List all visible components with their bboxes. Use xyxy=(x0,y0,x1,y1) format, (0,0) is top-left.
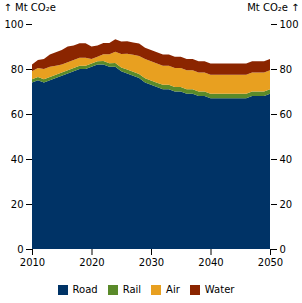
html-text:Air: Air xyxy=(166,284,180,295)
svg-text:2020: 2020 xyxy=(79,257,104,268)
html-text:Rail: Rail xyxy=(122,284,142,295)
svg-text:40: 40 xyxy=(280,154,293,165)
svg-text:Mt CO₂e ↑: Mt CO₂e ↑ xyxy=(247,2,299,13)
svg-text:20: 20 xyxy=(280,199,293,210)
svg-text:2030: 2030 xyxy=(139,257,164,268)
svg-text:100: 100 xyxy=(4,19,23,30)
svg-text:100: 100 xyxy=(280,19,299,30)
svg-text:0: 0 xyxy=(17,244,23,255)
svg-text:40: 40 xyxy=(11,154,24,165)
svg-text:80: 80 xyxy=(11,64,24,75)
svg-text:2040: 2040 xyxy=(198,257,223,268)
svg-text:2050: 2050 xyxy=(258,257,283,268)
svg-text:80: 80 xyxy=(280,64,293,75)
svg-text:60: 60 xyxy=(280,109,293,120)
svg-text:↑ Mt CO₂e: ↑ Mt CO₂e xyxy=(4,2,56,13)
html-text:Water: Water xyxy=(204,284,235,295)
svg-text:0: 0 xyxy=(280,244,286,255)
svg-text:60: 60 xyxy=(11,109,24,120)
html-text:Road: Road xyxy=(72,284,98,295)
svg-text:20: 20 xyxy=(11,199,24,210)
svg-text:2010: 2010 xyxy=(20,257,45,268)
